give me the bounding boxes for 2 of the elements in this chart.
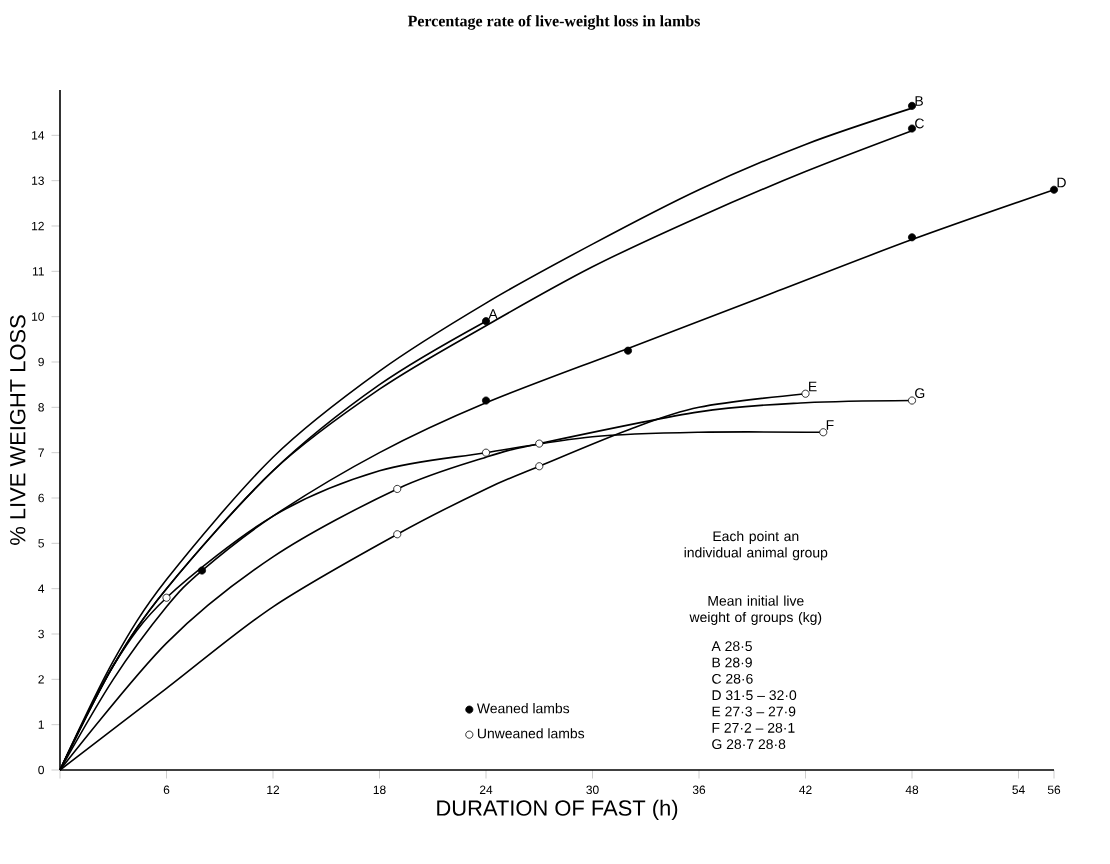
y-axis-title: % LIVE WEIGHT LOSS xyxy=(9,315,26,545)
x-axis-title: DURATION OF FAST (h) xyxy=(437,799,678,821)
